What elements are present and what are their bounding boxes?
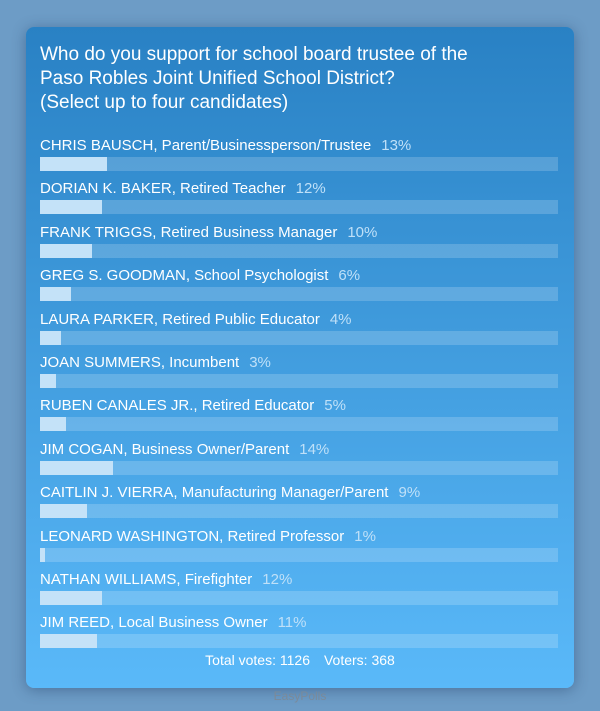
result-percent: 11% — [277, 614, 307, 632]
result-bar-fill — [40, 504, 87, 519]
results-list: CHRIS BAUSCH, Parent/Businessperson/Trus… — [40, 137, 558, 658]
result-bar-track — [40, 634, 558, 649]
candidate-name: NATHAN WILLIAMS, Firefighter — [40, 570, 253, 588]
voters-count: Voters: 368 — [323, 652, 395, 668]
result-label: LEONARD WASHINGTON, Retired Professor 1% — [40, 528, 558, 546]
result-percent: 9% — [398, 484, 421, 502]
result-row: JIM REED, Local Business Owner 11% — [40, 614, 558, 657]
result-row: LEONARD WASHINGTON, Retired Professor 1% — [40, 528, 558, 571]
candidate-name: CHRIS BAUSCH, Parent/Businessperson/Trus… — [40, 137, 372, 154]
result-row: NATHAN WILLIAMS, Firefighter 12% — [40, 571, 558, 614]
result-bar-track — [40, 590, 558, 605]
result-row: GREG S. GOODMAN, School Psychologist 6% — [40, 267, 558, 310]
candidate-name: LAURA PARKER, Retired Public Educator — [40, 310, 320, 328]
total-votes: Total votes: 1126 — [205, 652, 310, 668]
result-percent: 12% — [262, 570, 293, 588]
result-bar-fill — [40, 590, 103, 605]
result-bar-track — [40, 547, 558, 562]
result-bar-track — [40, 157, 558, 171]
result-percent: 10% — [347, 223, 378, 241]
candidate-name: JIM REED, Local Business Owner — [40, 614, 268, 632]
result-label: DORIAN K. BAKER, Retired Teacher 12% — [40, 180, 558, 198]
easypolls-brand-link[interactable]: EasyPolls — [273, 689, 327, 703]
result-row: LAURA PARKER, Retired Public Educator 4% — [40, 311, 558, 354]
result-bar-fill — [40, 157, 108, 171]
result-percent: 14% — [299, 440, 330, 458]
result-percent: 6% — [338, 267, 361, 285]
candidate-name: LEONARD WASHINGTON, Retired Professor — [40, 527, 345, 545]
result-bar-track — [40, 243, 558, 258]
result-row: RUBEN CANALES JR., Retired Educator 5% — [40, 397, 558, 440]
result-bar-fill — [40, 547, 46, 562]
result-bar-fill — [40, 634, 97, 649]
result-bar-fill — [40, 287, 72, 302]
result-bar-fill — [40, 460, 113, 475]
result-bar-track — [40, 417, 558, 432]
result-row: CAITLIN J. VIERRA, Manufacturing Manager… — [40, 484, 558, 527]
result-bar-fill — [40, 200, 103, 215]
result-label: NATHAN WILLIAMS, Firefighter 12% — [40, 571, 558, 589]
result-row: FRANK TRIGGS, Retired Business Manager 10… — [40, 224, 558, 267]
result-percent: 1% — [354, 527, 376, 545]
result-bar-track — [40, 200, 558, 215]
result-row: DORIAN K. BAKER, Retired Teacher 12% — [40, 180, 558, 223]
candidate-name: DORIAN K. BAKER, Retired Teacher — [40, 180, 286, 198]
result-bar-fill — [40, 373, 56, 388]
poll-question-line: Who do you support for school board trus… — [40, 44, 468, 65]
poll-question-line: Paso Robles Joint Unified School Distric… — [40, 68, 395, 89]
result-bar-fill — [40, 417, 66, 432]
result-label: LAURA PARKER, Retired Public Educator 4% — [40, 311, 558, 329]
result-label: CAITLIN J. VIERRA, Manufacturing Manager… — [40, 484, 558, 502]
result-label: RUBEN CANALES JR., Retired Educator 5% — [40, 397, 558, 415]
poll-question: Who do you support for school board trus… — [40, 43, 565, 115]
result-bar-track — [40, 287, 558, 302]
candidate-name: GREG S. GOODMAN, School Psychologist — [40, 267, 329, 285]
result-row: JOAN SUMMERS, Incumbent 3% — [40, 354, 558, 397]
result-bar-track — [40, 460, 558, 475]
result-percent: 4% — [329, 310, 352, 328]
result-row: CHRIS BAUSCH, Parent/Businessperson/Trus… — [40, 137, 558, 180]
result-bar-fill — [40, 330, 61, 345]
result-bar-track — [40, 373, 558, 388]
result-percent: 5% — [324, 397, 346, 415]
result-percent: 3% — [249, 353, 271, 371]
poll-totals: Total votes: 1126 Voters: 368 — [26, 652, 574, 668]
result-label: FRANK TRIGGS, Retired Business Manager 10… — [40, 224, 558, 242]
result-label: CHRIS BAUSCH, Parent/Businessperson/Trus… — [40, 137, 558, 155]
candidate-name: CAITLIN J. VIERRA, Manufacturing Manager… — [40, 484, 389, 502]
candidate-name: FRANK TRIGGS, Retired Business Manager — [40, 223, 338, 241]
result-label: JOAN SUMMERS, Incumbent 3% — [40, 354, 558, 372]
poll-results-card: Who do you support for school board trus… — [26, 27, 574, 688]
result-label: JIM REED, Local Business Owner 11% — [40, 614, 558, 632]
poll-question-line: (Select up to four candidates) — [40, 92, 289, 113]
result-bar-fill — [40, 243, 92, 258]
result-percent: 12% — [295, 180, 326, 198]
result-bar-track — [40, 504, 558, 519]
candidate-name: RUBEN CANALES JR., Retired Educator — [40, 397, 315, 415]
result-percent: 13% — [381, 137, 412, 154]
candidate-name: JOAN SUMMERS, Incumbent — [40, 353, 240, 371]
result-label: JIM COGAN, Business Owner/Parent 14% — [40, 441, 558, 459]
result-label: GREG S. GOODMAN, School Psychologist 6% — [40, 267, 558, 285]
result-row: JIM COGAN, Business Owner/Parent 14% — [40, 441, 558, 484]
result-bar-track — [40, 330, 558, 345]
candidate-name: JIM COGAN, Business Owner/Parent — [40, 440, 290, 458]
